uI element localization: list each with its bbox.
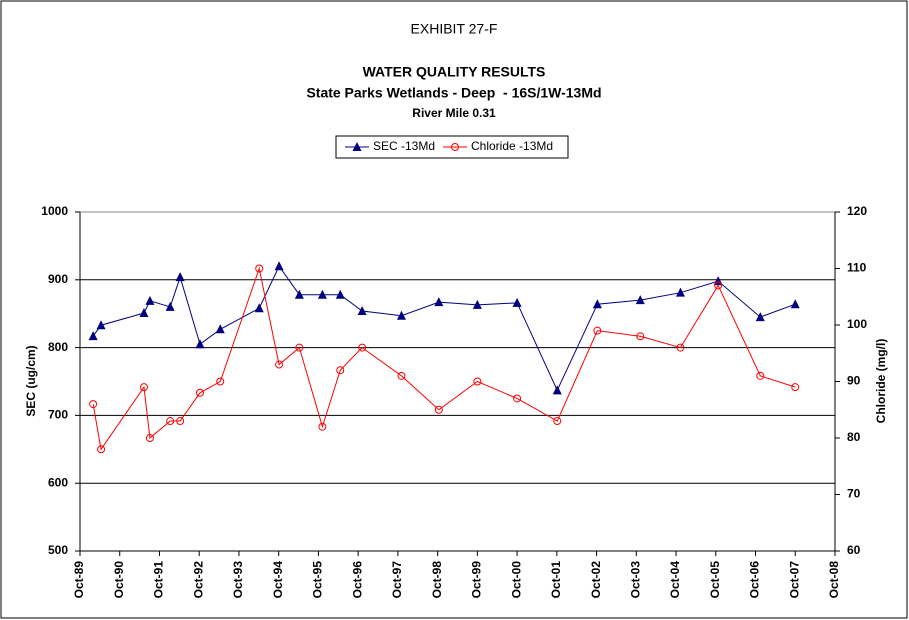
x-tick-label: Oct-98	[430, 561, 444, 599]
chart-subtitle: WATER QUALITY RESULTS	[363, 64, 546, 80]
data-point	[294, 289, 304, 299]
data-point	[635, 295, 645, 305]
data-point	[275, 360, 284, 369]
y2-tick-label: 110	[847, 261, 867, 275]
chart-subtitle: River Mile 0.31	[412, 106, 496, 120]
data-point	[513, 394, 522, 403]
data-point	[756, 371, 765, 380]
x-tick-label: Oct-07	[787, 561, 801, 599]
data-point	[139, 308, 149, 318]
data-point	[317, 289, 327, 299]
y2-tick-label: 70	[847, 487, 861, 501]
y2-tick-label: 120	[847, 204, 867, 218]
data-point	[397, 371, 406, 380]
data-point	[195, 339, 205, 349]
x-tick-label: Oct-08	[827, 561, 841, 599]
x-tick-label: Oct-00	[509, 561, 523, 599]
legend-marker	[352, 142, 362, 151]
y2-axis-label: Chloride (mg/l)	[874, 339, 888, 424]
data-point	[714, 281, 723, 290]
x-tick-label: Oct-05	[708, 561, 722, 599]
y-tick-label: 800	[48, 340, 68, 354]
data-point	[139, 383, 148, 392]
legend-label: SEC -13Md	[373, 139, 435, 153]
data-point	[165, 301, 175, 311]
y-tick-label: 1000	[41, 204, 68, 218]
x-tick-label: Oct-06	[748, 561, 762, 599]
data-point	[512, 297, 522, 307]
data-point	[676, 343, 685, 352]
y-tick-label: 600	[48, 475, 68, 489]
data-point	[791, 383, 800, 392]
x-tick-label: Oct-03	[628, 561, 642, 599]
data-point	[472, 299, 482, 309]
y-tick-label: 700	[48, 408, 68, 422]
data-point	[89, 400, 98, 409]
data-point	[553, 417, 562, 426]
x-tick-label: Oct-04	[668, 561, 682, 599]
x-tick-label: Oct-92	[191, 561, 205, 599]
data-point	[636, 332, 645, 341]
data-point	[166, 417, 175, 426]
data-point	[675, 287, 685, 297]
x-tick-label: Oct-93	[231, 561, 245, 599]
y2-tick-label: 100	[847, 317, 867, 331]
x-tick-label: Oct-96	[350, 561, 364, 599]
x-tick-label: Oct-90	[112, 561, 126, 599]
data-point	[96, 320, 106, 330]
data-point	[357, 305, 367, 315]
data-point	[215, 324, 225, 334]
legend-label: Chloride -13Md	[471, 139, 553, 153]
data-point	[196, 388, 205, 397]
data-point	[145, 434, 154, 442]
data-point	[88, 331, 98, 341]
y2-tick-label: 60	[847, 543, 861, 557]
data-point	[358, 343, 367, 352]
y-tick-label: 500	[48, 543, 68, 557]
data-point	[335, 289, 345, 299]
y2-tick-label: 90	[847, 374, 861, 388]
x-tick-label: Oct-94	[271, 561, 285, 599]
data-point	[295, 343, 304, 352]
x-tick-label: Oct-97	[390, 561, 404, 599]
x-tick-label: Oct-01	[549, 561, 563, 599]
data-point	[318, 422, 327, 431]
data-point	[176, 417, 185, 426]
chart-subtitle: State Parks Wetlands - Deep - 16S/1W-13M…	[306, 85, 601, 101]
data-point	[336, 366, 345, 375]
x-tick-label: Oct-99	[470, 561, 484, 599]
data-point	[274, 261, 284, 271]
data-point	[145, 295, 155, 305]
chart-title: EXHIBIT 27-F	[411, 21, 498, 37]
data-point	[254, 303, 264, 313]
legend-marker	[451, 143, 459, 151]
data-point	[97, 445, 106, 454]
data-point	[434, 405, 443, 414]
y2-tick-label: 80	[847, 430, 861, 444]
data-point	[592, 299, 602, 309]
y-axis-label: SEC (ug/cm)	[24, 345, 38, 416]
data-point	[552, 385, 562, 395]
x-tick-label: Oct-95	[311, 561, 325, 599]
y-tick-label: 900	[48, 272, 68, 286]
data-point	[175, 272, 185, 282]
data-point	[216, 377, 225, 386]
data-point	[790, 299, 800, 309]
series-line	[92, 266, 796, 451]
data-point	[473, 377, 482, 386]
data-point	[593, 326, 602, 335]
data-point	[755, 312, 765, 322]
x-tick-label: Oct-02	[589, 561, 603, 599]
x-tick-label: Oct-91	[152, 561, 166, 599]
x-tick-label: Oct-89	[72, 561, 86, 599]
data-point	[255, 264, 264, 273]
data-point	[434, 297, 444, 307]
data-point	[396, 310, 406, 320]
